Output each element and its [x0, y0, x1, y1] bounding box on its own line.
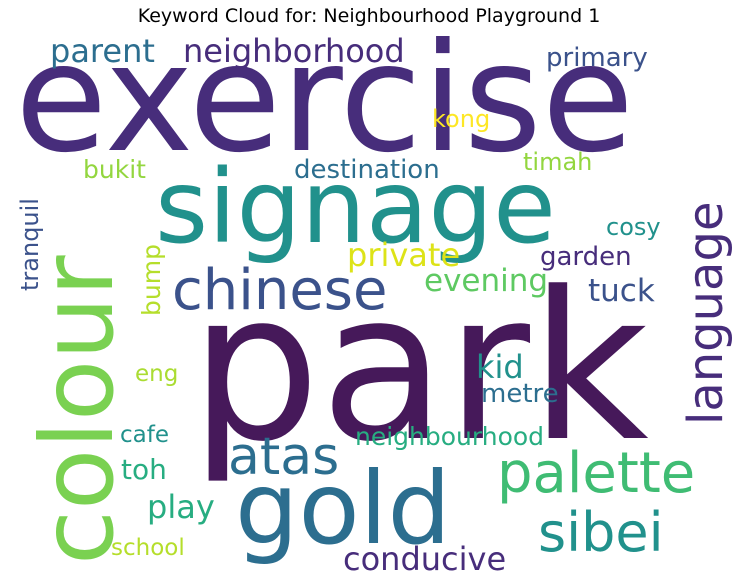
word-bump: bump — [137, 244, 166, 316]
word-exercise: exercise — [15, 12, 634, 186]
word-school: school — [111, 535, 185, 561]
word-gold: gold — [235, 450, 451, 567]
word-kong: kong — [432, 105, 490, 133]
word-atas: atas — [228, 427, 339, 487]
word-evening: evening — [424, 263, 548, 299]
word-language: language — [678, 202, 734, 425]
word-park: park — [190, 249, 649, 487]
word-metre: metre — [481, 379, 559, 409]
word-private: private — [347, 236, 460, 274]
word-sibei: sibei — [538, 501, 664, 564]
word-signage: signage — [155, 148, 556, 267]
word-neighbourhood: neighbourhood — [355, 422, 544, 451]
word-neighborhood: neighborhood — [183, 32, 405, 70]
word-parent: parent — [50, 32, 155, 70]
word-bukit: bukit — [83, 155, 146, 184]
word-play: play — [147, 488, 215, 526]
word-tranquil: tranquil — [16, 198, 44, 291]
word-garden: garden — [540, 242, 632, 272]
word-cafe: cafe — [120, 422, 169, 448]
word-colour: colour — [19, 254, 136, 565]
word-cosy: cosy — [606, 213, 661, 241]
chart-title: Keyword Cloud for: Neighbourhood Playgro… — [137, 5, 601, 27]
word-timah: timah — [523, 148, 592, 176]
word-tuck: tuck — [588, 273, 655, 309]
word-primary: primary — [546, 43, 648, 73]
word-conducive: conducive — [343, 540, 506, 578]
word-destination: destination — [294, 155, 440, 185]
word-eng: eng — [135, 361, 178, 387]
word-toh: toh — [121, 453, 167, 486]
word-kid: kid — [476, 348, 524, 386]
word-chinese: chinese — [172, 258, 387, 323]
word-palette: palette — [497, 441, 695, 506]
